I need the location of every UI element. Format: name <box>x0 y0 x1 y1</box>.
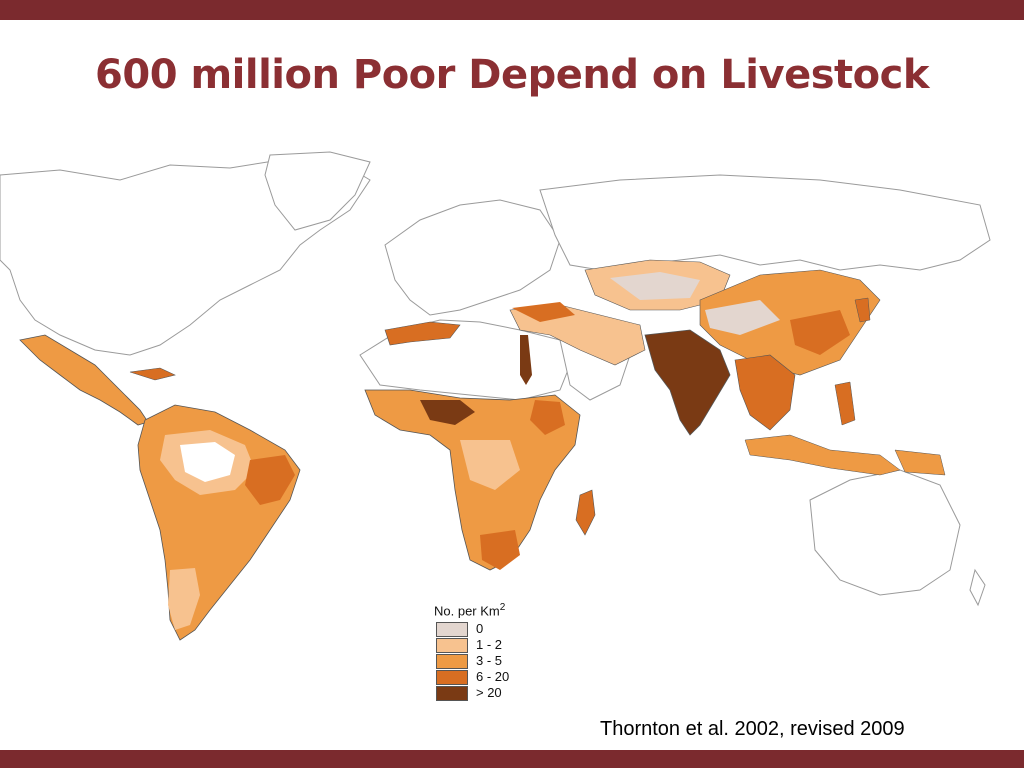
europe <box>384 199 561 316</box>
legend-swatch <box>436 686 468 701</box>
tibet-low <box>705 300 780 335</box>
central-africa-low <box>460 440 520 490</box>
source-citation: Thornton et al. 2002, revised 2009 <box>600 718 905 740</box>
maghreb <box>384 321 461 346</box>
caribbean <box>129 367 176 381</box>
southeast-asia <box>734 354 796 431</box>
legend-label: 1 - 2 <box>476 637 503 652</box>
east-china-high <box>790 310 850 355</box>
india <box>644 329 731 436</box>
legend-item: > 20 <box>436 685 556 701</box>
philippines <box>834 381 856 426</box>
china <box>699 269 881 376</box>
indonesia <box>744 434 901 476</box>
madagascar <box>575 489 596 536</box>
turkey <box>512 302 575 322</box>
legend-label: 3 - 5 <box>476 653 503 668</box>
slide-title: 600 million Poor Depend on Livestock <box>95 52 929 98</box>
russia <box>539 174 991 271</box>
legend-item: 0 <box>436 621 556 637</box>
legend-item: 6 - 20 <box>436 669 556 685</box>
top-accent-bar <box>0 0 1024 20</box>
legend-swatch <box>436 638 468 653</box>
legend-item: 3 - 5 <box>436 653 556 669</box>
legend-swatch <box>436 654 468 669</box>
papua <box>894 449 946 476</box>
legend-label: > 20 <box>476 685 502 700</box>
new-zealand <box>969 568 986 607</box>
legend-item: 1 - 2 <box>436 637 556 653</box>
nile <box>520 335 532 385</box>
world-livestock-density-map <box>0 151 991 641</box>
brazil-east-high <box>245 455 295 505</box>
bottom-accent-bar <box>0 750 1024 768</box>
greenland <box>264 151 371 231</box>
legend-swatch <box>436 670 468 685</box>
legend-title: No. per Km2 <box>434 602 506 619</box>
legend-swatch <box>436 622 468 637</box>
legend-label: 6 - 20 <box>476 669 510 684</box>
legend-label: 0 <box>476 621 484 636</box>
central-asia-zero <box>610 272 700 300</box>
map-legend: No. per Km2 0 1 - 2 3 - 5 6 - 20 > 20 <box>434 602 564 708</box>
south-africa-high <box>480 530 520 570</box>
sahel-high <box>420 400 475 425</box>
amazon-zero <box>180 442 235 482</box>
korea <box>854 297 871 323</box>
australia <box>809 469 961 596</box>
patagonia <box>168 568 200 630</box>
ethiopia-high <box>530 400 565 435</box>
